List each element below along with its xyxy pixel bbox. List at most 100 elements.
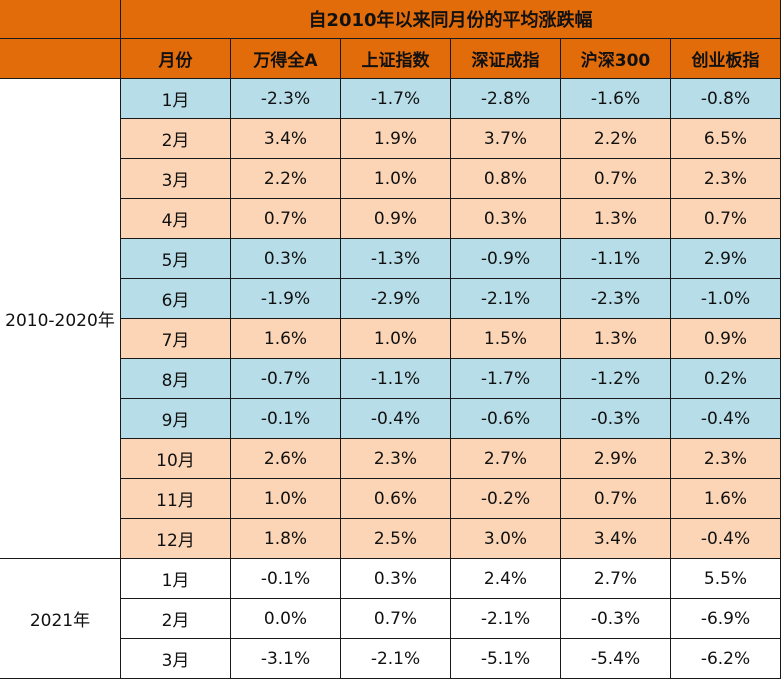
return-value-cell: 2.3% xyxy=(341,439,451,479)
return-value-cell: 1.0% xyxy=(341,159,451,199)
column-header-csi-300: 沪深300 xyxy=(561,39,671,79)
return-value-cell: -2.3% xyxy=(231,79,341,119)
return-value-cell: -1.7% xyxy=(451,359,561,399)
month-cell: 1月 xyxy=(121,79,231,119)
return-value-cell: 0.6% xyxy=(341,479,451,519)
month-cell: 2月 xyxy=(121,119,231,159)
return-value-cell: -0.4% xyxy=(671,519,781,559)
return-value-cell: -1.7% xyxy=(341,79,451,119)
column-header-wind-all-a: 万得全A xyxy=(231,39,341,79)
month-cell: 2月 xyxy=(121,599,231,639)
return-value-cell: -2.1% xyxy=(451,599,561,639)
return-value-cell: -0.7% xyxy=(231,359,341,399)
return-value-cell: -1.1% xyxy=(341,359,451,399)
return-value-cell: 0.7% xyxy=(561,479,671,519)
return-value-cell: -0.4% xyxy=(671,399,781,439)
return-value-cell: 6.5% xyxy=(671,119,781,159)
month-cell: 4月 xyxy=(121,199,231,239)
return-value-cell: -6.2% xyxy=(671,639,781,679)
return-value-cell: -0.3% xyxy=(561,599,671,639)
month-cell: 1月 xyxy=(121,559,231,599)
return-value-cell: 0.7% xyxy=(561,159,671,199)
return-value-cell: 1.8% xyxy=(231,519,341,559)
month-cell: 11月 xyxy=(121,479,231,519)
month-cell: 7月 xyxy=(121,319,231,359)
corner-blank-cell xyxy=(0,0,121,39)
return-value-cell: 2.9% xyxy=(671,239,781,279)
return-value-cell: -0.8% xyxy=(671,79,781,119)
column-header-sse-composite: 上证指数 xyxy=(341,39,451,79)
return-value-cell: 0.3% xyxy=(231,239,341,279)
period-label: 2010-2020年 xyxy=(0,79,121,559)
return-value-cell: -2.1% xyxy=(341,639,451,679)
return-value-cell: 1.6% xyxy=(671,479,781,519)
return-value-cell: 3.4% xyxy=(231,119,341,159)
return-value-cell: 2.3% xyxy=(671,159,781,199)
return-value-cell: -5.1% xyxy=(451,639,561,679)
return-value-cell: 2.9% xyxy=(561,439,671,479)
return-value-cell: -0.9% xyxy=(451,239,561,279)
return-value-cell: 0.7% xyxy=(341,599,451,639)
return-value-cell: -1.2% xyxy=(561,359,671,399)
table-title: 自2010年以来同月份的平均涨跌幅 xyxy=(121,0,781,39)
column-header-chinext: 创业板指 xyxy=(671,39,781,79)
return-value-cell: 1.5% xyxy=(451,319,561,359)
return-value-cell: 0.7% xyxy=(671,199,781,239)
return-value-cell: -2.1% xyxy=(451,279,561,319)
return-value-cell: 1.0% xyxy=(341,319,451,359)
return-value-cell: -1.9% xyxy=(231,279,341,319)
header-left-blank-cell xyxy=(0,39,121,79)
return-value-cell: 3.0% xyxy=(451,519,561,559)
return-value-cell: 1.9% xyxy=(341,119,451,159)
column-header-month: 月份 xyxy=(121,39,231,79)
return-value-cell: 1.3% xyxy=(561,199,671,239)
return-value-cell: 2.7% xyxy=(561,559,671,599)
return-value-cell: -1.0% xyxy=(671,279,781,319)
return-value-cell: 2.2% xyxy=(231,159,341,199)
return-value-cell: 0.9% xyxy=(671,319,781,359)
return-value-cell: 2.5% xyxy=(341,519,451,559)
return-value-cell: -1.6% xyxy=(561,79,671,119)
return-value-cell: 0.3% xyxy=(341,559,451,599)
return-value-cell: 0.8% xyxy=(451,159,561,199)
return-value-cell: 3.4% xyxy=(561,519,671,559)
month-cell: 8月 xyxy=(121,359,231,399)
return-value-cell: 1.3% xyxy=(561,319,671,359)
return-value-cell: -2.8% xyxy=(451,79,561,119)
return-value-cell: 2.3% xyxy=(671,439,781,479)
return-value-cell: -0.1% xyxy=(231,399,341,439)
return-value-cell: 0.0% xyxy=(231,599,341,639)
return-value-cell: -6.9% xyxy=(671,599,781,639)
month-cell: 3月 xyxy=(121,639,231,679)
return-value-cell: 2.6% xyxy=(231,439,341,479)
return-value-cell: -3.1% xyxy=(231,639,341,679)
return-value-cell: 1.0% xyxy=(231,479,341,519)
return-value-cell: -5.4% xyxy=(561,639,671,679)
month-cell: 3月 xyxy=(121,159,231,199)
return-value-cell: -1.3% xyxy=(341,239,451,279)
return-value-cell: -0.3% xyxy=(561,399,671,439)
month-cell: 12月 xyxy=(121,519,231,559)
return-value-cell: 0.9% xyxy=(341,199,451,239)
column-header-szse-component: 深证成指 xyxy=(451,39,561,79)
return-value-cell: 2.2% xyxy=(561,119,671,159)
month-cell: 10月 xyxy=(121,439,231,479)
month-cell: 9月 xyxy=(121,399,231,439)
return-value-cell: 2.7% xyxy=(451,439,561,479)
return-value-cell: -0.4% xyxy=(341,399,451,439)
return-value-cell: 0.2% xyxy=(671,359,781,399)
return-value-cell: -1.1% xyxy=(561,239,671,279)
return-value-cell: -2.3% xyxy=(561,279,671,319)
return-value-cell: 0.7% xyxy=(231,199,341,239)
return-value-cell: -2.9% xyxy=(341,279,451,319)
return-value-cell: 0.3% xyxy=(451,199,561,239)
return-value-cell: -0.1% xyxy=(231,559,341,599)
return-value-cell: 1.6% xyxy=(231,319,341,359)
return-value-cell: 2.4% xyxy=(451,559,561,599)
period-label: 2021年 xyxy=(0,559,121,679)
return-value-cell: 5.5% xyxy=(671,559,781,599)
return-value-cell: -0.6% xyxy=(451,399,561,439)
month-cell: 6月 xyxy=(121,279,231,319)
